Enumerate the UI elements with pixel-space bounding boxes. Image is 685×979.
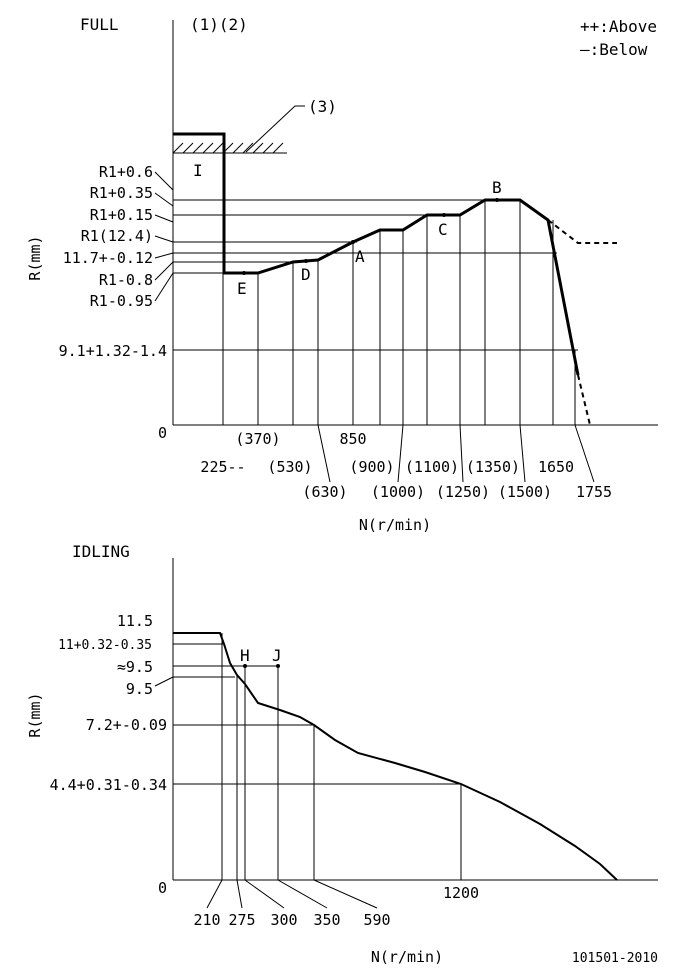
y-tick: R1+0.6 (99, 163, 153, 181)
x-tick: 225-- (200, 458, 245, 476)
full-curve-below (577, 374, 591, 426)
point-E-label: E (237, 279, 247, 298)
full-y-ticks: R1+0.6 R1+0.35 R1+0.15 R1(12.4) 11.7+-0.… (59, 163, 167, 442)
full-diagram: FULL (1)(2) ++:Above —:Below (3) I (26, 15, 658, 534)
y-tick: 0 (158, 879, 167, 897)
point-H-marker (243, 664, 247, 668)
point-E-marker (242, 271, 246, 275)
x-tick: (1000) (371, 483, 425, 501)
marks-label: (1)(2) (190, 15, 248, 34)
legend-below: —:Below (580, 40, 648, 59)
x-tick: (1250) (436, 483, 490, 501)
y-tick: 9.5 (126, 680, 153, 698)
idling-x-axis-label: N(r/min) (371, 948, 443, 966)
point-H-label: H (240, 646, 250, 665)
full-reference-lines (173, 199, 578, 351)
x-tick: (370) (235, 430, 280, 448)
point-A-marker (351, 240, 355, 244)
point-B-marker (495, 198, 499, 202)
x-tick: 590 (363, 911, 390, 929)
idling-reference-lines (173, 643, 461, 785)
point-D-label: D (301, 265, 311, 284)
full-curve (173, 132, 580, 376)
x-tick: (1100) (405, 458, 459, 476)
idling-diagram: IDLING H J 11.5 11+0.32-0.3 (26, 542, 658, 966)
point-B-label: B (492, 178, 502, 197)
x-tick: (530) (267, 458, 312, 476)
x-tick: (1500) (498, 483, 552, 501)
point-D-marker (304, 259, 308, 263)
full-x-axis-label: N(r/min) (359, 516, 431, 534)
x-tick: 275 (228, 911, 255, 929)
y-tick: 0 (158, 424, 167, 442)
full-x-ticks: 225-- (370) (530) (630) 850 (900) (1000)… (200, 430, 612, 501)
full-curve-above (547, 219, 617, 244)
idling-x-ticks: 210 275 300 350 590 1200 (193, 884, 479, 929)
x-tick: 300 (270, 911, 297, 929)
x-tick: 1755 (576, 483, 612, 501)
x-tick: 1200 (443, 884, 479, 902)
document-id: 101501-2010 (572, 951, 658, 966)
y-tick: 11.5 (117, 612, 153, 630)
idling-x-leaders (206, 879, 378, 909)
full-x-leaders (317, 424, 595, 483)
ref3-leader (245, 105, 305, 153)
idling-curve (173, 632, 618, 881)
y-tick: R1+0.35 (90, 184, 153, 202)
x-tick: 350 (313, 911, 340, 929)
idling-y-ticks: 11.5 11+0.32-0.35 ≈9.5 9.5 7.2+-0.09 4.4… (50, 612, 167, 897)
y-tick: R1-0.95 (90, 292, 153, 310)
idling-y-axis-label: R(mm) (26, 692, 44, 737)
idling-title: IDLING (72, 542, 130, 561)
y-tick: 9.1+1.32-1.4 (59, 342, 167, 360)
y-tick: R1+0.15 (90, 206, 153, 224)
full-y-leaders (154, 171, 174, 302)
x-tick: 850 (339, 430, 366, 448)
full-title: FULL (80, 15, 119, 34)
y-tick: 11+0.32-0.35 (58, 638, 152, 653)
point-J-marker (276, 664, 280, 668)
full-guide-lines (222, 200, 576, 425)
point-J-label: J (272, 646, 282, 665)
y-tick: ≈9.5 (117, 658, 153, 676)
y-tick: 4.4+0.31-0.34 (50, 776, 167, 794)
y-tick: 11.7+-0.12 (63, 249, 153, 267)
idling-y-leaders (154, 676, 174, 687)
y-tick: 7.2+-0.09 (86, 716, 167, 734)
x-tick: (1350) (466, 458, 520, 476)
point-C-label: C (438, 220, 448, 239)
y-tick: R1-0.8 (99, 271, 153, 289)
stop-hatch (172, 142, 284, 154)
full-y-axis-label: R(mm) (26, 235, 44, 280)
point-C-marker (442, 213, 446, 217)
y-tick: R1(12.4) (81, 227, 153, 245)
x-tick: (630) (302, 483, 347, 501)
x-tick: 1650 (538, 458, 574, 476)
ref3-label: (3) (308, 97, 337, 116)
idling-guide-lines (221, 633, 462, 880)
legend-above: ++:Above (580, 17, 657, 36)
x-tick: 210 (193, 911, 220, 929)
x-tick: (900) (349, 458, 394, 476)
point-A-label: A (355, 247, 365, 266)
region-I-label: I (193, 161, 203, 180)
